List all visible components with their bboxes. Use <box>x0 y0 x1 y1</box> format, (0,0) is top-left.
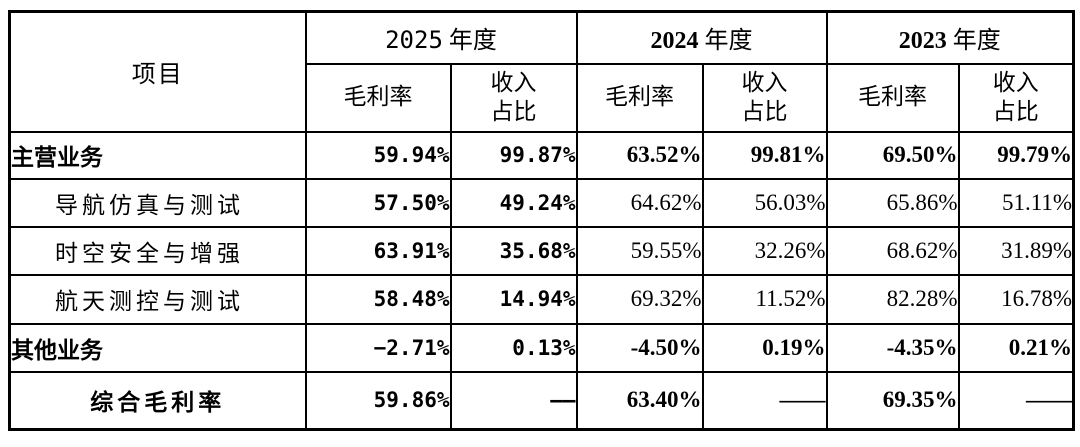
value-cell: -4.50% <box>575 322 704 373</box>
row-label: 其他业务 <box>8 322 307 373</box>
value-cell: 59.55% <box>575 225 704 276</box>
table-row-main-business: 主营业务 59.94% 99.87% 63.52% 99.81% 69.50% … <box>8 130 1075 180</box>
subcolumn-header-row: 毛利率 收入 占比 毛利率 收入 占比 毛利率 收入 占比 <box>10 62 1075 133</box>
year-era: 年度 <box>698 28 753 55</box>
value-cell: —— <box>701 370 828 431</box>
value-cell: 59.94% <box>304 130 452 180</box>
value-cell: 0.13% <box>449 322 578 373</box>
value-cell: 0.19% <box>701 322 828 373</box>
column-header-revenue-share-2023: 收入 占比 <box>957 62 1075 133</box>
column-header-year-2024: 2024 年度 <box>575 10 828 65</box>
value-cell: 16.78% <box>957 273 1075 325</box>
value-cell: —— <box>449 370 578 431</box>
value-cell: 58.48% <box>304 273 452 325</box>
year-header-row: 项目 2025 年度 2024 年度 2023 年度 <box>8 10 1075 133</box>
value-cell: 49.24% <box>449 177 578 228</box>
value-cell: 63.91% <box>304 225 452 276</box>
year-era: 年度 <box>442 28 497 55</box>
year-number: 2023 <box>898 28 947 55</box>
row-label: 时空安全与增强 <box>8 225 307 276</box>
row-label: 航天测控与测试 <box>8 273 307 325</box>
column-header-revenue-share-2024: 收入 占比 <box>701 62 828 133</box>
table-row-aerospace-tt-c: 航天测控与测试 58.48% 14.94% 69.32% 11.52% 82.2… <box>8 273 1075 325</box>
value-cell: 59.86% <box>304 370 452 431</box>
value-cell: 14.94% <box>449 273 578 325</box>
value-cell: 57.50% <box>304 177 452 228</box>
row-label: 主营业务 <box>8 130 307 180</box>
year-number: 2024 <box>650 28 699 55</box>
year-number: 2025 <box>385 26 443 55</box>
value-cell: 32.26% <box>701 225 828 276</box>
value-cell: -4.35% <box>825 322 960 373</box>
value-cell: 11.52% <box>701 273 828 325</box>
value-cell: 69.50% <box>825 130 960 180</box>
value-cell: 56.03% <box>701 177 828 228</box>
value-cell: −2.71% <box>304 322 452 373</box>
year-era: 年度 <box>946 28 1001 55</box>
value-cell: 65.86% <box>825 177 960 228</box>
value-cell: 63.40% <box>575 370 704 431</box>
value-cell: 99.81% <box>701 130 828 180</box>
value-cell: 0.21% <box>957 322 1075 373</box>
value-cell: 64.62% <box>575 177 704 228</box>
value-cell: 68.62% <box>825 225 960 276</box>
table-row-spacetime-security: 时空安全与增强 63.91% 35.68% 59.55% 32.26% 68.6… <box>8 225 1075 276</box>
row-label: 导航仿真与测试 <box>8 177 307 228</box>
value-cell: 99.79% <box>957 130 1075 180</box>
row-label: 综合毛利率 <box>8 370 307 431</box>
value-cell: 31.89% <box>957 225 1075 276</box>
value-cell: 35.68% <box>449 225 578 276</box>
margin-revenue-table: 项目 2025 年度 2024 年度 2023 年度 毛利率 收入 占比 毛利率… <box>8 10 1076 431</box>
column-header-gross-margin-2023: 毛利率 <box>825 62 960 133</box>
column-header-revenue-share-2025: 收入 占比 <box>449 62 578 133</box>
value-cell: —— <box>957 370 1075 431</box>
table-row-nav-simulation: 导航仿真与测试 57.50% 49.24% 64.62% 56.03% 65.8… <box>8 177 1075 228</box>
column-header-item: 项目 <box>8 10 307 133</box>
column-header-gross-margin-2024: 毛利率 <box>575 62 704 133</box>
table-row-overall-gross-margin: 综合毛利率 59.86% —— 63.40% —— 69.35% —— <box>8 370 1075 431</box>
value-cell: 63.52% <box>575 130 704 180</box>
column-header-year-2023: 2023 年度 <box>825 10 1075 65</box>
column-header-year-2025: 2025 年度 <box>304 10 578 65</box>
value-cell: 82.28% <box>825 273 960 325</box>
table-row-other-business: 其他业务 −2.71% 0.13% -4.50% 0.19% -4.35% 0.… <box>8 322 1075 373</box>
value-cell: 69.32% <box>575 273 704 325</box>
column-header-gross-margin-2025: 毛利率 <box>304 62 452 133</box>
value-cell: 51.11% <box>957 177 1075 228</box>
value-cell: 99.87% <box>449 130 578 180</box>
value-cell: 69.35% <box>825 370 960 431</box>
